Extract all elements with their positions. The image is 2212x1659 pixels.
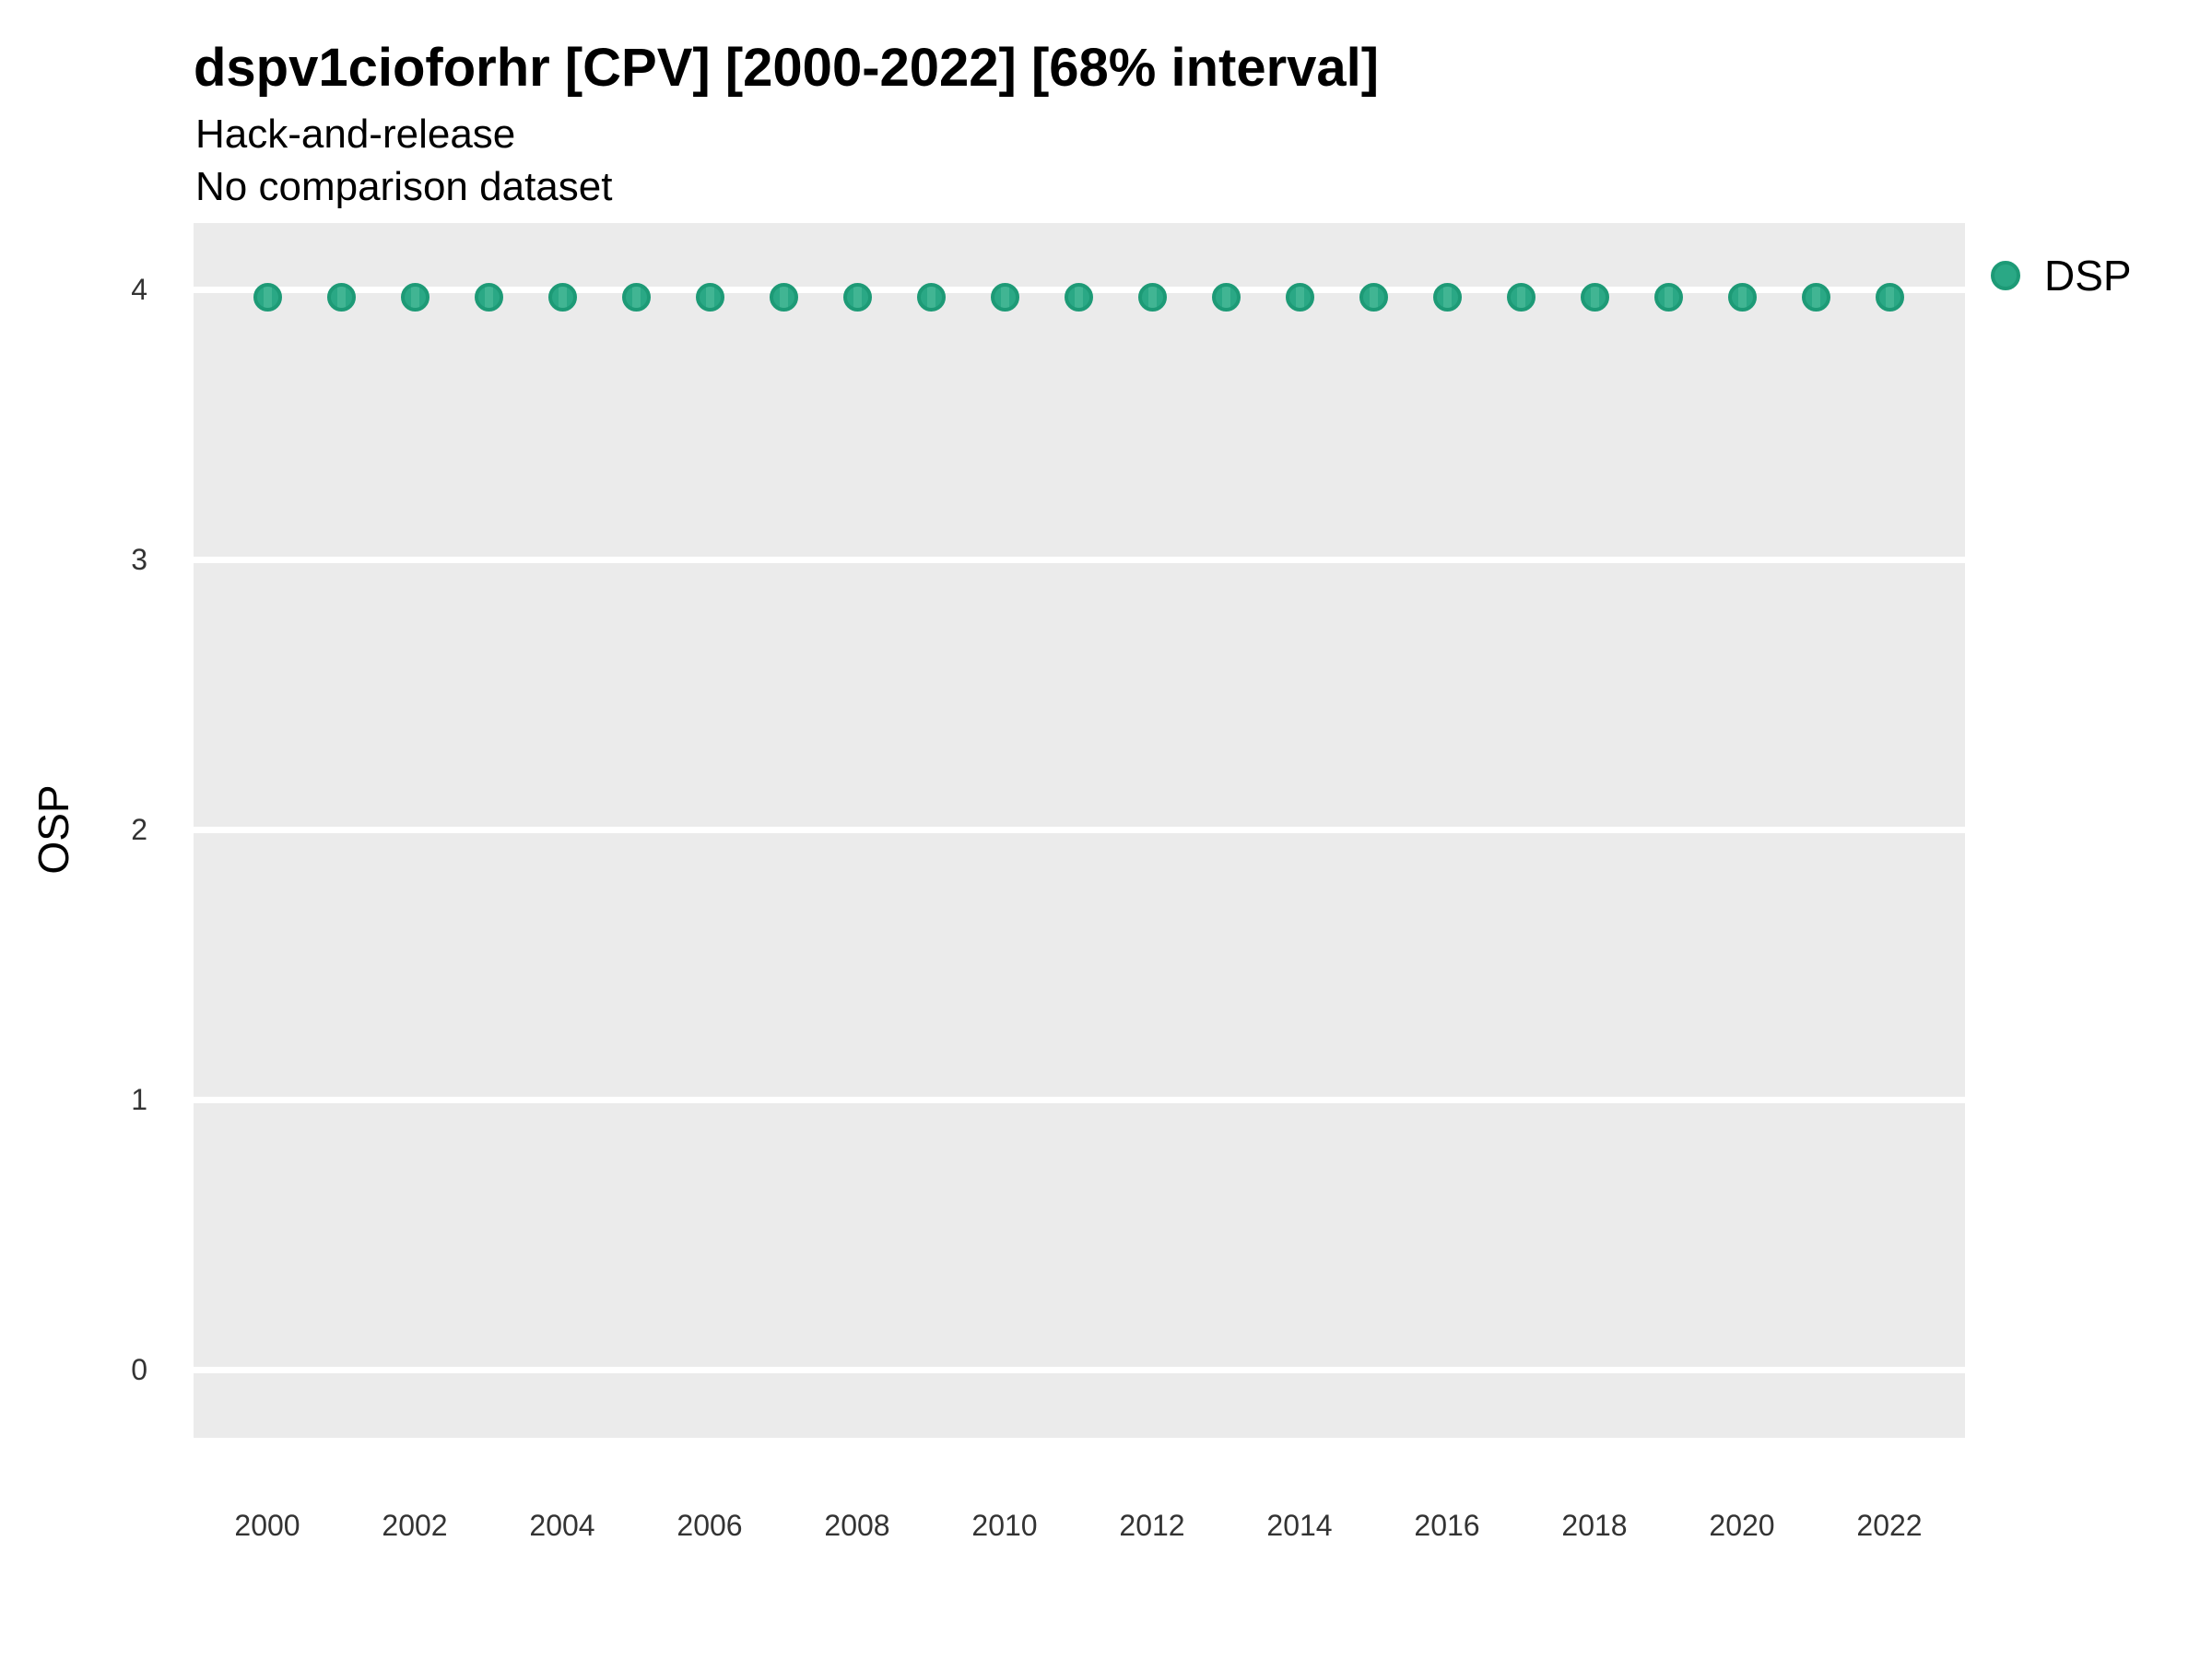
error-bar (1221, 287, 1230, 309)
error-bar (926, 287, 935, 309)
data-point-2017 (1506, 283, 1535, 312)
data-point-2013 (1211, 283, 1241, 312)
error-bar (853, 287, 862, 309)
data-point-2015 (1359, 283, 1388, 312)
data-point-2009 (916, 283, 946, 312)
data-point-2019 (1653, 283, 1683, 312)
error-bar (484, 287, 493, 309)
data-point-2008 (842, 283, 872, 312)
error-bar (558, 287, 567, 309)
data-point-2018 (1580, 283, 1609, 312)
x-axis-tick-label-2006: 2006 (677, 1509, 743, 1542)
error-bar (1516, 287, 1525, 309)
x-axis-tick-label-2022: 2022 (1856, 1509, 1923, 1542)
x-axis-tick-label-2014: 2014 (1266, 1509, 1333, 1542)
data-point-2022 (1875, 283, 1904, 312)
legend: DSP (1991, 251, 2132, 300)
gridline-y-0 (194, 1366, 1965, 1373)
plot-panel (194, 223, 1965, 1438)
data-point-2020 (1727, 283, 1757, 312)
x-axis-tick-label-2004: 2004 (529, 1509, 595, 1542)
data-point-2002 (400, 283, 429, 312)
data-point-2012 (1137, 283, 1167, 312)
y-axis-tick-label-1: 1 (131, 1083, 147, 1116)
error-bar (1442, 287, 1452, 309)
error-bar (1074, 287, 1083, 309)
error-bar (1000, 287, 1009, 309)
y-axis-tick-label-3: 3 (131, 543, 147, 576)
gridline-y-2 (194, 826, 1965, 833)
data-point-2003 (474, 283, 503, 312)
error-bar (705, 287, 714, 309)
x-axis-tick-label-2010: 2010 (971, 1509, 1038, 1542)
x-axis-tick-label-2012: 2012 (1119, 1509, 1185, 1542)
error-bar (1737, 287, 1747, 309)
data-point-2000 (253, 283, 282, 312)
error-bar (1885, 287, 1894, 309)
gridline-y-3 (194, 556, 1965, 563)
data-point-2021 (1801, 283, 1830, 312)
plot-subtitle-line1: Hack-and-release (195, 112, 516, 157)
x-axis-tick-label-2000: 2000 (234, 1509, 300, 1542)
x-axis-tick-label-2020: 2020 (1709, 1509, 1775, 1542)
data-point-2005 (621, 283, 651, 312)
error-bar (631, 287, 641, 309)
data-point-2011 (1064, 283, 1093, 312)
page-title: dspv1cioforhr [CPV] [2000-2022] [68% int… (194, 38, 1380, 98)
data-point-2004 (547, 283, 577, 312)
data-point-2006 (695, 283, 724, 312)
error-bar (1664, 287, 1673, 309)
gridline-y-1 (194, 1096, 1965, 1103)
error-bar (1590, 287, 1599, 309)
data-point-2014 (1285, 283, 1314, 312)
data-point-2016 (1432, 283, 1462, 312)
error-bar (1295, 287, 1304, 309)
error-bar (779, 287, 788, 309)
x-axis-tick-label-2002: 2002 (382, 1509, 448, 1542)
error-bar (410, 287, 419, 309)
data-point-2001 (326, 283, 356, 312)
error-bar (1369, 287, 1378, 309)
error-bar (336, 287, 346, 309)
data-point-2010 (990, 283, 1019, 312)
legend-label: DSP (2044, 252, 2132, 300)
error-bar (1811, 287, 1820, 309)
error-bar (1147, 287, 1157, 309)
error-bar (263, 287, 272, 309)
x-axis-tick-label-2016: 2016 (1414, 1509, 1480, 1542)
y-axis-tick-label-2: 2 (131, 813, 147, 846)
data-point-2007 (769, 283, 798, 312)
x-axis-tick-label-2018: 2018 (1561, 1509, 1628, 1542)
y-axis-tick-label-4: 4 (131, 273, 147, 306)
plot-subtitle-line2: No comparison dataset (195, 164, 613, 209)
x-axis-tick-label-2008: 2008 (824, 1509, 890, 1542)
legend-dot-icon (1991, 261, 2020, 290)
y-axis-tick-label-0: 0 (131, 1353, 147, 1386)
